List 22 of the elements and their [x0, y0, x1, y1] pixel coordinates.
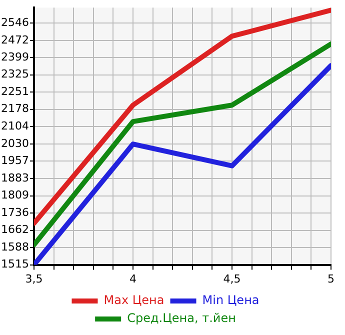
y-tick-label: 2251 [0, 85, 29, 98]
y-tick-label: 2104 [0, 120, 29, 133]
y-tick-label: 1588 [0, 240, 29, 254]
y-tick-label: 2178 [0, 102, 29, 116]
x-tick-label: 3,5 [25, 272, 43, 286]
legend-label: Сред.Цена, т.йен [127, 311, 236, 326]
y-tick-label: 1515 [0, 258, 29, 271]
x-tick-label: 5 [328, 272, 334, 286]
y-tick-label: 1883 [0, 171, 29, 184]
x-tick-label: 4,5 [223, 272, 241, 286]
x-tick-label: 4 [129, 272, 136, 286]
y-tick-label: 2472 [0, 33, 29, 46]
legend-label: Max Цена [104, 293, 164, 308]
y-tick-label: 2399 [0, 50, 29, 64]
y-tick-label: 1957 [0, 154, 29, 168]
legend-label: Min Цена [202, 293, 260, 308]
y-tick-label: 2030 [0, 136, 29, 150]
y-tick-label: 2325 [0, 68, 29, 81]
y-tick-label: 1809 [0, 188, 29, 202]
y-tick-label: 1662 [0, 223, 29, 236]
y-tick-label: 1736 [0, 206, 29, 219]
y-tick-label: 2546 [0, 16, 29, 29]
